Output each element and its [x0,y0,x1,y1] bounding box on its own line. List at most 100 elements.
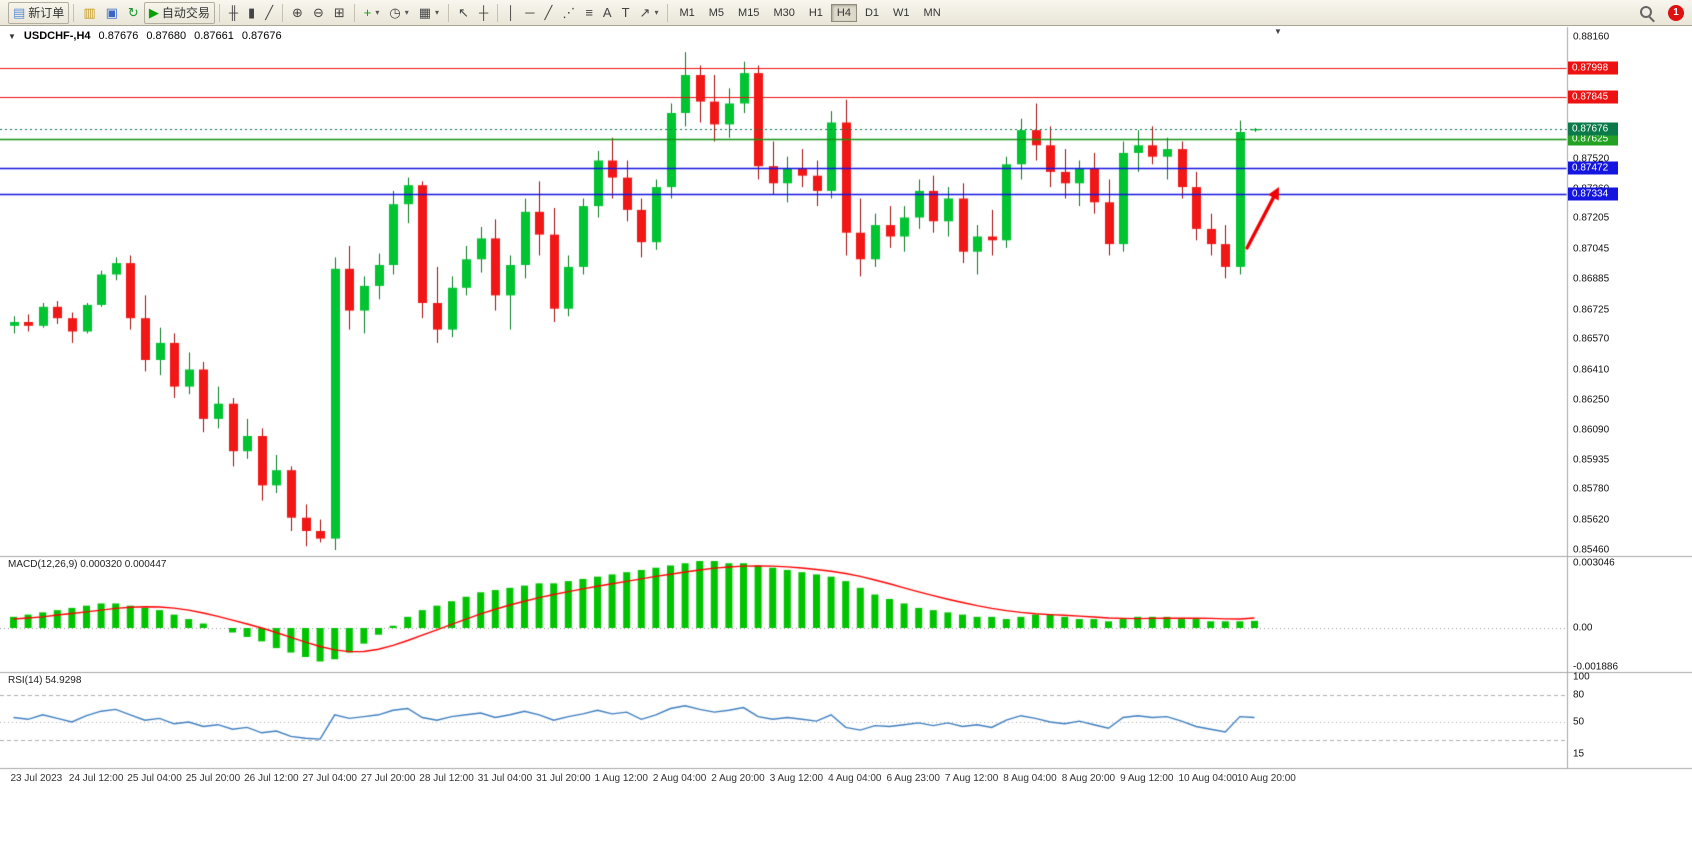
time-axis-label: 9 Aug 12:00 [1120,773,1174,784]
timeframe-mn-button[interactable]: MN [923,6,941,19]
notification-badge[interactable]: 1 [1668,4,1684,21]
new-order-label: 新订单 [28,6,65,20]
cursor-button[interactable]: ↖ [453,2,474,24]
fibonacci-button[interactable]: ≡ [580,2,598,24]
fibonacci-icon: ≡ [585,4,593,20]
bar-chart-button[interactable]: ╫ [224,2,243,24]
toolbar-separator [667,3,669,22]
timeframe-d1-button[interactable]: D1 [864,6,880,19]
text-label-icon: T [621,4,630,20]
symbol-period-label: USDCHF-,H4 [23,30,91,42]
timeframe-h4-button[interactable]: H4 [830,3,857,22]
zoom-out-button[interactable]: ⊖ [308,2,329,24]
price-level-badge: 0.87334 [1568,187,1618,201]
market-watch-icon: ▣ [105,4,118,20]
time-axis-label: 3 Aug 12:00 [769,773,824,784]
price-axis-label: 0.87205 [1573,212,1610,224]
cursor-icon: ↖ [458,4,469,20]
price-axis-label: 0.86570 [1573,333,1610,345]
price-axis-label: 0.85935 [1573,454,1610,466]
toolbar-separator [73,3,75,22]
toolbar-separator [497,3,499,22]
macd-axis-label: 0.00 [1573,622,1593,634]
vertical-line-icon: │ [507,4,516,20]
vertical-line-button[interactable]: │ [502,2,520,24]
price-axis-label: 0.87045 [1573,243,1610,255]
price-axis-label: 0.88160 [1573,31,1610,43]
charts-button[interactable]: ▥ [78,2,100,24]
timeframe-m1-button[interactable]: M1 [679,6,695,19]
toolbar-button-groups: ▤ 新订单 ▥ ▣ ↻ ▶ 自动交易 ╫ ▮ ╱ ⊕ ⊖ ⊞ + ▾ ◷ ▾ ▦ ▾ ↖ ┼ │ ─ ╱ ⋰ ≡ A T ↗ ▾ M1 M5 M… [8,1,948,24]
time-axis-label: 31 Jul 20:00 [536,773,591,784]
trendline-button[interactable]: ╱ [540,2,558,24]
zoom-in-button[interactable]: ⊕ [287,2,308,24]
candlestick-chart-button[interactable]: ▮ [243,2,260,24]
refresh-button[interactable]: ↻ [123,2,144,24]
price-level-badge: 0.87472 [1568,161,1618,175]
rsi-axis-label: 15 [1573,748,1585,759]
candlestick-chart-icon: ▮ [248,4,256,20]
text-label-button[interactable]: T [617,2,635,24]
one-click-collapse-icon[interactable]: ▼ [8,31,16,41]
horizontal-line-icon: ─ [525,4,535,20]
templates-button[interactable]: ▦ ▾ [414,2,444,24]
time-axis-label: 4 Aug 04:00 [828,773,882,784]
tile-windows-button[interactable]: ⊞ [329,2,350,24]
price-axis-label: 0.85460 [1573,544,1610,556]
rsi-label: RSI(14) 54.9298 [8,675,82,686]
price-axis-label: 0.86725 [1573,304,1610,316]
quote-low: 0.87661 [194,30,234,42]
macd-label: MACD(12,26,9) 0.000320 0.000447 [8,559,167,570]
tile-windows-icon: ⊞ [333,4,345,20]
macd-axis-label: -0.001886 [1573,661,1619,673]
chart-title: ▼ USDCHF-,H4 0.87676 0.87680 0.87661 0.8… [8,30,282,42]
search-button[interactable] [1638,4,1656,22]
line-chart-button[interactable]: ╱ [260,2,278,24]
crosshair-icon: ┼ [478,4,489,20]
macd-axis-label: 0.003046 [1573,557,1615,569]
rsi-axis-label: 80 [1573,689,1585,701]
equidistant-channel-button[interactable]: ⋰ [557,2,580,24]
periods-button[interactable]: ◷ ▾ [384,2,413,24]
time-axis-label: 8 Aug 20:00 [1061,773,1116,784]
time-axis-label: 28 Jul 12:00 [419,773,474,784]
time-axis-label: 6 Aug 23:00 [886,773,940,784]
templates-icon: ▦ [418,4,432,20]
toolbar-separator [353,3,355,22]
search-icon [1640,5,1652,18]
time-axis-label: 24 Jul 12:00 [68,773,124,784]
current-price-badge: 0.87676 [1568,122,1618,136]
timeframe-m15-button[interactable]: M15 [738,6,760,19]
new-order-button[interactable]: ▤ 新订单 [8,1,70,24]
arrows-icon: ↗ [639,4,651,20]
indicators-button[interactable]: + ▾ [359,2,385,24]
refresh-icon: ↻ [127,4,139,20]
crosshair-button[interactable]: ┼ [474,2,493,24]
timeframe-h1-button[interactable]: H1 [808,6,823,19]
timeframe-w1-button[interactable]: W1 [893,6,910,19]
text-button[interactable]: A [598,2,617,24]
arrows-button[interactable]: ↗ ▾ [635,2,664,24]
price-level-badge: 0.87998 [1568,61,1618,75]
indicators-icon: + [363,4,372,20]
time-axis-label: 2 Aug 20:00 [711,773,765,784]
autotrading-button[interactable]: ▶ 自动交易 [143,1,215,24]
toolbar: ▤ 新订单 ▥ ▣ ↻ ▶ 自动交易 ╫ ▮ ╱ ⊕ ⊖ ⊞ + ▾ ◷ ▾ ▦ ▾ ↖ ┼ │ ─ ╱ ⋰ ≡ A T ↗ ▾ M1 M5 M… [0,0,1692,26]
chart-shift-marker-icon[interactable]: ▼ [1274,27,1282,36]
time-axis-label: 7 Aug 12:00 [944,773,999,784]
time-axis-label: 27 Jul 04:00 [302,773,358,784]
horizontal-line-button[interactable]: ─ [520,2,539,24]
market-watch-button[interactable]: ▣ [101,2,123,24]
timeframe-m5-button[interactable]: M5 [708,6,725,19]
time-axis-label: 25 Jul 20:00 [185,773,241,784]
toolbar-separator [218,3,220,22]
price-level-badge: 0.87845 [1568,90,1618,104]
price-axis-label: 0.87520 [1573,153,1610,165]
timeframe-m30-button[interactable]: M30 [773,6,795,19]
time-axis-label: 26 Jul 12:00 [244,773,299,784]
rsi-axis-label: 50 [1573,716,1585,728]
trendline-icon: ╱ [544,4,553,20]
quote-open: 0.87676 [98,30,139,42]
caret-down-icon: ▾ [654,8,659,17]
